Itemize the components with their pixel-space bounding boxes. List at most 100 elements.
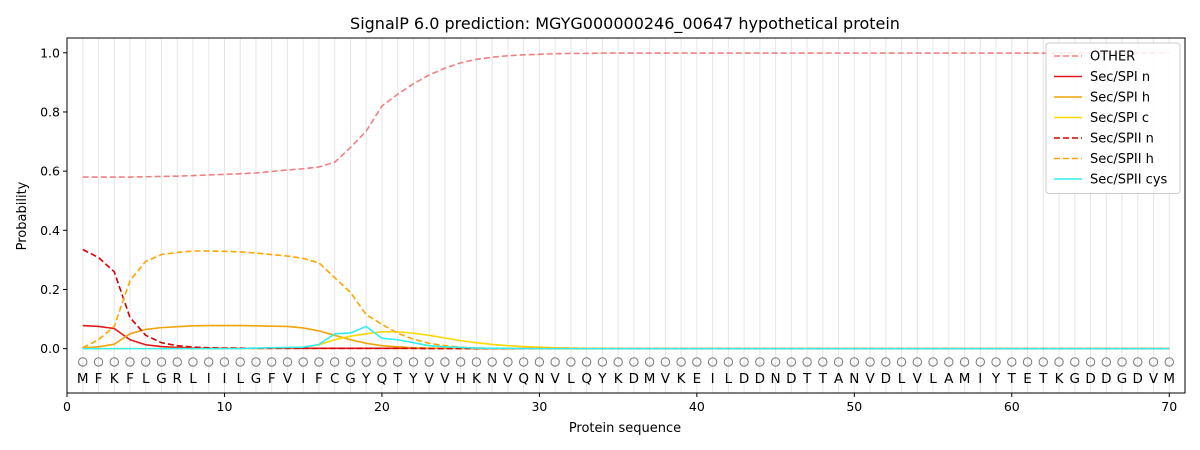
residue-marker bbox=[550, 357, 560, 367]
residue-label: V bbox=[1149, 371, 1159, 387]
residue-marker bbox=[345, 357, 356, 367]
residue-marker bbox=[644, 357, 655, 367]
residue-marker bbox=[1022, 357, 1033, 367]
residue-label: K bbox=[472, 371, 482, 387]
x-tick-label: 40 bbox=[689, 399, 705, 414]
residue-marker bbox=[534, 357, 545, 367]
residue-marker bbox=[896, 357, 907, 367]
residue-label: E bbox=[693, 371, 702, 387]
residue-label: G bbox=[345, 371, 355, 387]
residue-marker bbox=[424, 357, 434, 367]
residue-label: N bbox=[849, 371, 859, 387]
residue-label: F bbox=[268, 371, 276, 387]
residue-marker bbox=[597, 357, 608, 367]
chart-title: SignalP 6.0 prediction: MGYG000000246_00… bbox=[350, 14, 900, 34]
legend-box bbox=[1045, 42, 1181, 194]
residue-label: G bbox=[1117, 371, 1127, 387]
residue-marker bbox=[1117, 357, 1127, 367]
residue-marker bbox=[928, 357, 938, 367]
residue-marker bbox=[392, 357, 403, 367]
residue-marker bbox=[204, 357, 214, 367]
residue-marker bbox=[849, 357, 860, 367]
residue-marker bbox=[1101, 357, 1111, 367]
series-line-sec-spi-n bbox=[82, 324, 1170, 350]
residue-marker bbox=[566, 357, 576, 367]
x-tick-label: 20 bbox=[374, 399, 390, 414]
residue-label: K bbox=[677, 371, 687, 387]
residue-marker bbox=[581, 357, 592, 367]
series-line-sec-spi-c bbox=[82, 330, 1170, 350]
residue-label: K bbox=[110, 371, 120, 387]
x-tick-label: 10 bbox=[217, 399, 233, 414]
residue-label: A bbox=[944, 371, 954, 387]
residue-marker bbox=[471, 357, 482, 367]
residue-marker bbox=[1070, 357, 1080, 367]
residue-marker bbox=[692, 357, 702, 367]
residue-label: C bbox=[330, 371, 339, 387]
residue-marker bbox=[235, 357, 245, 367]
residue-label: E bbox=[1023, 371, 1032, 387]
residue-label: F bbox=[126, 371, 134, 387]
residue-label: F bbox=[95, 371, 103, 387]
y-tick-label: 1.0 bbox=[40, 45, 60, 60]
residue-label: T bbox=[818, 371, 828, 387]
residue-marker bbox=[377, 357, 387, 367]
residue-marker bbox=[219, 357, 230, 367]
residue-label: G bbox=[1070, 371, 1080, 387]
residue-label: D bbox=[739, 371, 749, 387]
x-tick-label: 70 bbox=[1161, 399, 1177, 414]
residue-label: D bbox=[786, 371, 796, 387]
residue-label: D bbox=[1133, 371, 1143, 387]
residue-marker bbox=[518, 357, 529, 367]
residue-marker bbox=[755, 357, 765, 367]
x-tick-label: 50 bbox=[846, 399, 862, 414]
residue-marker bbox=[881, 357, 891, 367]
residue-marker bbox=[723, 357, 734, 367]
residue-marker bbox=[298, 357, 308, 367]
residue-label: N bbox=[771, 371, 781, 387]
residue-marker bbox=[818, 357, 828, 367]
residue-label: T bbox=[1007, 371, 1017, 387]
residue-marker bbox=[959, 357, 970, 367]
residue-label: V bbox=[551, 371, 561, 387]
residue-label: T bbox=[393, 371, 403, 387]
residue-marker bbox=[1054, 357, 1064, 367]
residue-marker bbox=[739, 357, 749, 367]
residue-marker bbox=[1164, 357, 1174, 367]
residue-label: H bbox=[456, 371, 466, 387]
residue-label: I bbox=[978, 371, 982, 387]
series-line-sec-spii-n bbox=[82, 248, 1170, 350]
legend: OTHER Sec/SPI n Sec/SPI h Sec/SPI c Sec/SPII… bbox=[1045, 42, 1181, 194]
residue-label: Q bbox=[518, 371, 529, 387]
y-tick-label: 0.8 bbox=[40, 104, 60, 119]
residue-label: G bbox=[251, 371, 261, 387]
residue-label: V bbox=[425, 371, 435, 387]
legend-entry: Sec/SPII cys bbox=[1090, 173, 1168, 188]
residue-marker bbox=[251, 357, 261, 367]
y-tick-label: 0.4 bbox=[40, 223, 60, 238]
residue-marker bbox=[786, 357, 797, 367]
residue-label: T bbox=[802, 371, 812, 387]
residue-label: Q bbox=[377, 371, 388, 387]
residue-marker bbox=[314, 357, 324, 367]
residue-label: M bbox=[77, 371, 89, 387]
residue-marker bbox=[440, 357, 450, 367]
series-line-sec-spi-h bbox=[82, 324, 1170, 350]
residue-label: D bbox=[1101, 371, 1111, 387]
residue-label: I bbox=[207, 371, 211, 387]
residue-label: M bbox=[1163, 371, 1175, 387]
residue-marker bbox=[78, 357, 88, 367]
legend-entry: Sec/SPI h bbox=[1090, 91, 1150, 106]
residue-label: L bbox=[236, 371, 244, 387]
residue-label: Y bbox=[991, 371, 1001, 387]
residue-marker bbox=[629, 357, 639, 367]
residue-label: L bbox=[567, 371, 575, 387]
residue-label: M bbox=[644, 371, 656, 387]
residue-marker bbox=[660, 357, 671, 367]
residue-label: N bbox=[534, 371, 544, 387]
residue-marker bbox=[1007, 357, 1017, 367]
residue-label: Y bbox=[361, 371, 371, 387]
residue-label: N bbox=[487, 371, 497, 387]
series-lines bbox=[82, 52, 1170, 350]
